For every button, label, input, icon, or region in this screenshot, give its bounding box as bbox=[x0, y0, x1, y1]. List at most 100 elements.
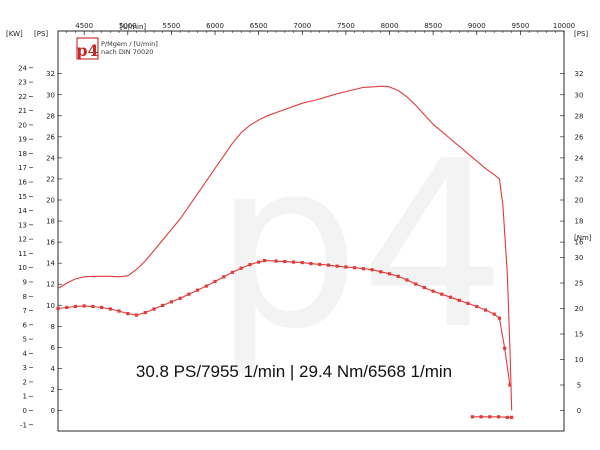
torque-point bbox=[274, 259, 278, 263]
ps-tick-label-right: 32 bbox=[575, 70, 584, 78]
coastdown-point bbox=[488, 415, 492, 419]
nm-tick-label: 10 bbox=[575, 356, 584, 364]
ps-tick-label-right: 26 bbox=[575, 133, 584, 141]
kw-tick-label: 24 bbox=[18, 64, 27, 72]
ps-tick-label-right: 22 bbox=[575, 175, 584, 183]
ps-tick-label-right: 24 bbox=[575, 154, 584, 162]
nm-tick-label: 5 bbox=[577, 382, 581, 390]
y-axis-nm-right: 0 5 10 15 20 25 30 bbox=[560, 254, 583, 415]
kw-tick-label: 17 bbox=[18, 164, 27, 172]
ps-tick-label-left: 32 bbox=[46, 70, 55, 78]
torque-point bbox=[82, 304, 86, 308]
torque-point bbox=[65, 305, 69, 310]
ps-tick-label-left: 24 bbox=[46, 154, 55, 162]
kw-tick-label: 13 bbox=[18, 221, 27, 229]
kw-tick-label: 4 bbox=[23, 350, 28, 358]
kw-tick-label: 1 bbox=[23, 393, 27, 401]
ps-tick-label-left: 10 bbox=[46, 302, 55, 310]
ps-tick-label-left: 4 bbox=[51, 365, 56, 373]
x-tick-label: 4500 bbox=[75, 22, 93, 30]
torque-point bbox=[230, 270, 235, 274]
torque-point bbox=[457, 298, 461, 302]
ps-tick-label-left: 16 bbox=[46, 239, 55, 247]
kw-tick-label: 14 bbox=[18, 207, 27, 215]
torque-point bbox=[213, 279, 217, 284]
torque-point bbox=[73, 304, 78, 309]
ps-tick-label-left: 6 bbox=[51, 344, 56, 352]
x-axis-top: 4500 5000 5500 6000 6500 7000 7500 8000 8500 9000… bbox=[66, 22, 575, 35]
ps-tick-label-left: 8 bbox=[51, 323, 55, 331]
torque-point bbox=[300, 261, 304, 265]
kw-tick-label: 15 bbox=[18, 193, 27, 201]
x-axis-unit-label: [U/min] bbox=[120, 23, 146, 31]
ps-tick-label-left: 30 bbox=[46, 91, 55, 99]
svg-text:p4: p4 bbox=[76, 41, 98, 60]
kw-tick-label: 6 bbox=[23, 321, 28, 329]
x-tick-label: 7000 bbox=[293, 22, 311, 30]
torque-point bbox=[492, 312, 496, 316]
torque-point bbox=[508, 383, 512, 387]
nm-unit-label: [Nm] bbox=[574, 234, 592, 242]
p4-logo: p4 bbox=[76, 37, 99, 60]
ps-unit-label-left: [PS] bbox=[34, 30, 48, 38]
ps-tick-label-left: 22 bbox=[46, 175, 55, 183]
torque-point bbox=[257, 260, 261, 264]
kw-tick-label: 11 bbox=[18, 250, 27, 258]
kw-tick-label: 20 bbox=[18, 121, 27, 129]
torque-point bbox=[152, 307, 156, 311]
y-axis-kw-left: -101234567891011121314151617181920212223… bbox=[18, 64, 33, 429]
series-layer bbox=[56, 85, 514, 419]
torque-point bbox=[134, 313, 139, 317]
kw-tick-label: 7 bbox=[23, 307, 27, 315]
coastdown-point bbox=[510, 415, 514, 419]
torque-point bbox=[396, 274, 400, 278]
kw-tick-label: 8 bbox=[23, 293, 27, 301]
torque-point bbox=[204, 284, 208, 288]
power-line bbox=[57, 85, 513, 411]
y-axis-ps-right: 16 18 20 22 24 26 28 30 32 bbox=[560, 70, 584, 247]
watermark: p4 bbox=[214, 113, 506, 380]
torque-point bbox=[344, 265, 348, 269]
torque-point bbox=[222, 275, 226, 279]
torque-point bbox=[431, 289, 435, 293]
torque-point bbox=[195, 288, 200, 292]
torque-point bbox=[169, 300, 174, 304]
torque-point bbox=[187, 292, 191, 296]
kw-unit-label: [KW] bbox=[6, 30, 23, 38]
torque-point bbox=[497, 316, 502, 320]
torque-point bbox=[248, 263, 252, 267]
ps-tick-label-left: 20 bbox=[46, 197, 55, 205]
ps-tick-label-left: 2 bbox=[51, 386, 55, 394]
torque-point bbox=[309, 262, 313, 266]
torque-point bbox=[475, 304, 479, 309]
kw-tick-label: 2 bbox=[23, 378, 27, 386]
kw-tick-label: 12 bbox=[18, 236, 27, 244]
ps-tick-label-right: 18 bbox=[575, 218, 584, 226]
coastdown-point bbox=[470, 415, 474, 419]
torque-point bbox=[178, 296, 182, 300]
ps-tick-label-right: 28 bbox=[575, 112, 584, 120]
torque-point bbox=[126, 312, 130, 316]
x-tick-label: 7500 bbox=[337, 22, 355, 30]
kw-tick-label: 23 bbox=[18, 79, 27, 87]
ps-tick-label-right: 20 bbox=[575, 197, 584, 205]
coastdown-point bbox=[505, 415, 509, 419]
x-tick-label: 5500 bbox=[162, 22, 180, 30]
x-tick-label: 8500 bbox=[424, 22, 442, 30]
torque-point bbox=[387, 272, 392, 276]
kw-tick-label: 19 bbox=[18, 136, 27, 144]
nm-tick-label: 15 bbox=[575, 331, 584, 339]
torque-point bbox=[422, 285, 427, 290]
torque-point bbox=[56, 306, 60, 311]
torque-point bbox=[143, 310, 147, 315]
nm-tick-label: 0 bbox=[577, 407, 581, 415]
torque-point bbox=[161, 303, 165, 308]
peak-summary: 30.8 PS/7955 1/min | 29.4 Nm/6568 1/min bbox=[136, 362, 452, 381]
ps-tick-label-left: 12 bbox=[46, 281, 55, 289]
kw-tick-label: 21 bbox=[18, 107, 27, 115]
ps-tick-label-left: 0 bbox=[51, 407, 55, 415]
kw-tick-label: 10 bbox=[18, 264, 27, 272]
torque-point bbox=[405, 278, 409, 282]
